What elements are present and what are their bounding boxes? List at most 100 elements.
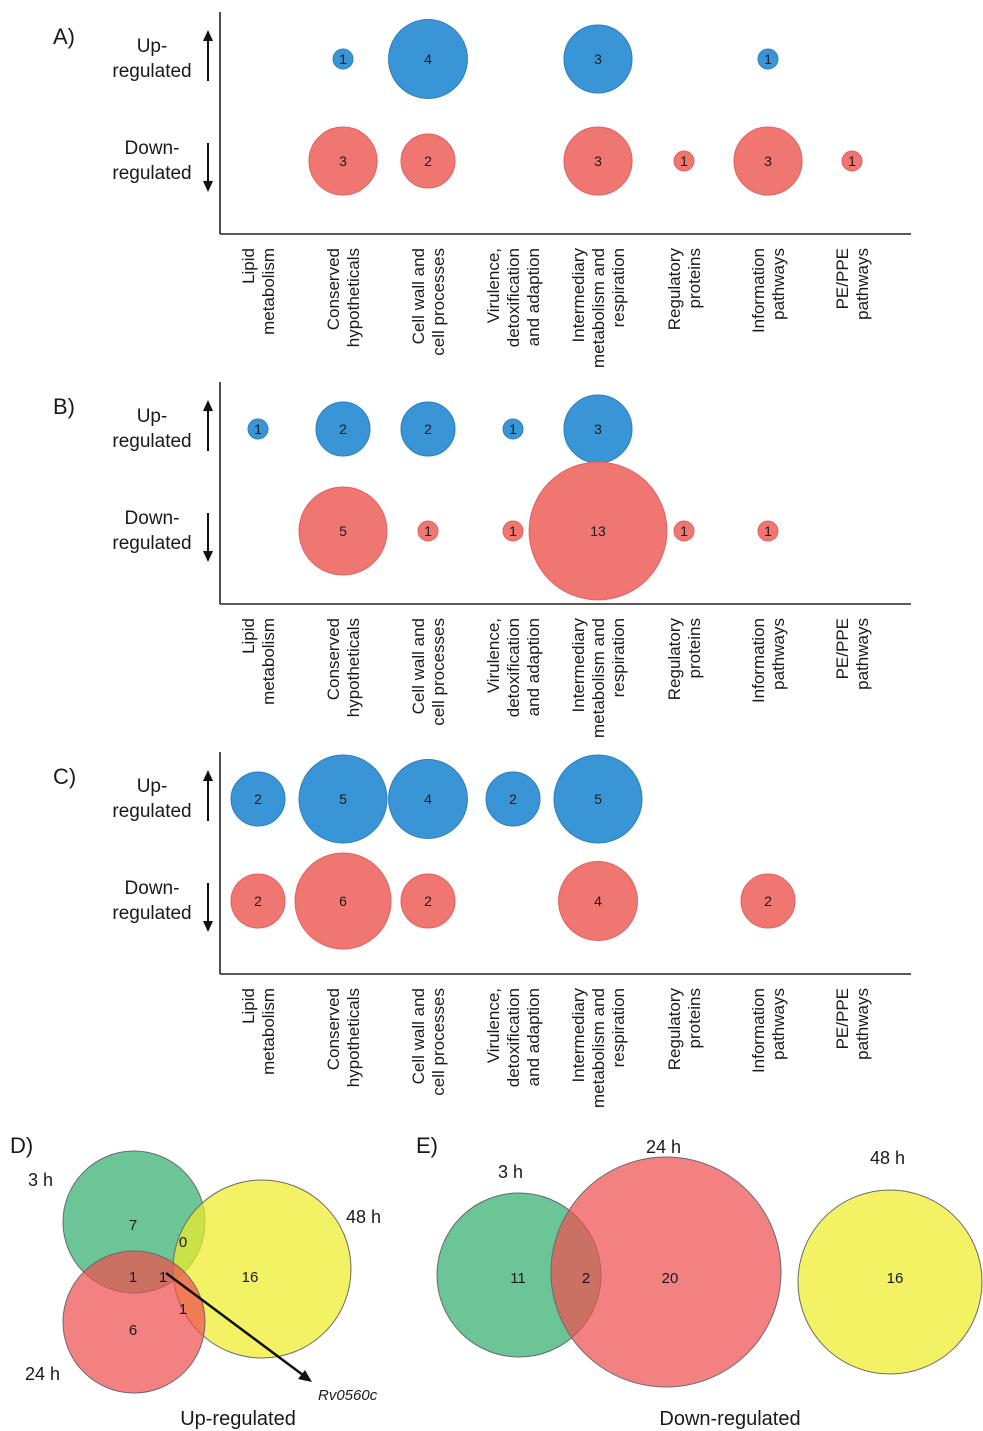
venn-circle-24h — [62, 1250, 206, 1394]
category-label: PE/PPE — [833, 248, 852, 309]
venn-region-3h-only: 7 — [129, 1217, 137, 1234]
bubble-count-label: 2 — [254, 791, 262, 807]
bubble-count-label: 1 — [509, 421, 517, 437]
venn-region-3h-only: 11 — [510, 1270, 526, 1287]
row-label-up: Up- — [137, 36, 168, 57]
bubble-count-label: 1 — [680, 523, 688, 539]
category-label: proteins — [685, 618, 704, 678]
category-label: PE/PPE — [833, 988, 852, 1049]
category-label: Cell wall and — [409, 248, 428, 344]
up-bubble — [315, 401, 371, 457]
venn-up-regulated: D) 3 h 24 h 48 h 7 0 1 1 16 1 6 Rv0560c … — [10, 1133, 381, 1430]
venn-region-24h-only: 6 — [129, 1322, 137, 1339]
bubble-count-label: 3 — [594, 51, 602, 67]
bubble-count-label: 1 — [509, 523, 517, 539]
venn-region-48h-only: 16 — [242, 1269, 259, 1286]
down-bubble — [558, 861, 638, 941]
up-bubble — [563, 24, 633, 94]
bubble-count-label: 3 — [764, 153, 772, 169]
bubble-count-label: 5 — [339, 523, 347, 539]
venn-down-regulated: E) 3 h 24 h 48 h 11 2 20 16 Down-regulat… — [416, 1133, 983, 1430]
venn-set-label-24h: 24 h — [25, 1364, 60, 1384]
down-bubble — [740, 873, 796, 929]
up-bubble — [485, 771, 541, 827]
bubble-count-label: 2 — [424, 421, 432, 437]
row-label-up: regulated — [112, 801, 191, 822]
down-bubble — [308, 126, 378, 196]
panel-letter: B) — [53, 394, 75, 419]
category-label: proteins — [685, 988, 704, 1048]
down-bubble — [502, 520, 524, 542]
up-bubble — [400, 401, 456, 457]
category-label: pathways — [853, 618, 872, 690]
up-bubble — [502, 418, 524, 440]
venn-circle-24h — [550, 1156, 782, 1388]
venn-region-3h-48h: 0 — [179, 1234, 187, 1251]
category-label: Virulence, — [484, 248, 503, 323]
panel-letter-e: E) — [416, 1133, 438, 1158]
bubble-count-label: 2 — [424, 893, 432, 909]
category-label: detoxification — [504, 618, 523, 717]
category-label: pathways — [853, 248, 872, 320]
down-bubble — [298, 486, 388, 576]
category-label: pathways — [853, 988, 872, 1060]
row-label-down: Down- — [125, 878, 180, 899]
category-label: detoxification — [504, 248, 523, 347]
category-label: hypotheticals — [344, 618, 363, 717]
down-arrow-head — [203, 551, 213, 562]
panel-letter: C) — [53, 764, 76, 789]
venn-region-24h-48h: 1 — [179, 1301, 187, 1318]
category-label: Intermediary — [569, 248, 588, 343]
venn-region-all-three: 1 — [159, 1269, 167, 1286]
category-label: Information — [749, 988, 768, 1073]
bubble-count-label: 2 — [339, 421, 347, 437]
row-label-up: regulated — [112, 431, 191, 452]
category-label: Conserved — [324, 248, 343, 330]
panel-letter: A) — [53, 24, 75, 49]
row-label-down: Down- — [125, 138, 180, 159]
venn-region-3h-24h: 1 — [129, 1269, 137, 1286]
category-label: PE/PPE — [833, 618, 852, 679]
annotation-arrow-line — [165, 1271, 308, 1380]
category-label: Regulatory — [665, 248, 684, 331]
bubble-count-label: 5 — [339, 791, 347, 807]
category-label: and adaption — [524, 618, 543, 716]
row-label-down: regulated — [112, 903, 191, 924]
up-bubble — [332, 48, 354, 70]
down-bubble — [230, 873, 286, 929]
bubble-count-label: 4 — [594, 893, 602, 909]
category-label: Virulence, — [484, 988, 503, 1063]
category-label: detoxification — [504, 988, 523, 1087]
category-label: respiration — [609, 248, 628, 327]
bubble-count-label: 6 — [339, 893, 347, 909]
bubble-count-label: 1 — [424, 523, 432, 539]
bubble-count-label: 3 — [594, 421, 602, 437]
bubble-count-label: 3 — [594, 153, 602, 169]
bubble-count-label: 1 — [680, 153, 688, 169]
category-label: Virulence, — [484, 618, 503, 693]
up-arrow-head — [203, 400, 213, 411]
up-arrow-head — [203, 30, 213, 41]
row-label-down: Down- — [125, 508, 180, 529]
category-label: cell processes — [429, 988, 448, 1096]
down-bubble — [733, 126, 803, 196]
venn-set-label-24h: 24 h — [646, 1137, 681, 1157]
category-label: Lipid — [239, 988, 258, 1024]
down-bubble — [563, 126, 633, 196]
row-label-up: regulated — [112, 61, 191, 82]
up-bubble — [757, 48, 779, 70]
annotation-gene-label: Rv0560c — [318, 1387, 378, 1404]
down-bubble — [417, 520, 439, 542]
bubble-count-label: 1 — [848, 153, 856, 169]
bubble-panels: A) Up-regulated Down-regulated 1 4 3 1 3 2 3 1 3 1 Li… — [53, 12, 911, 1108]
annotation-arrow-head — [298, 1370, 312, 1382]
venn-set-label-48h: 48 h — [870, 1148, 905, 1168]
down-bubble — [294, 852, 392, 950]
down-arrow-head — [203, 921, 213, 932]
category-label: Regulatory — [665, 618, 684, 701]
category-label: metabolism — [259, 618, 278, 705]
bubble-count-label: 1 — [764, 523, 772, 539]
up-bubble — [230, 771, 286, 827]
